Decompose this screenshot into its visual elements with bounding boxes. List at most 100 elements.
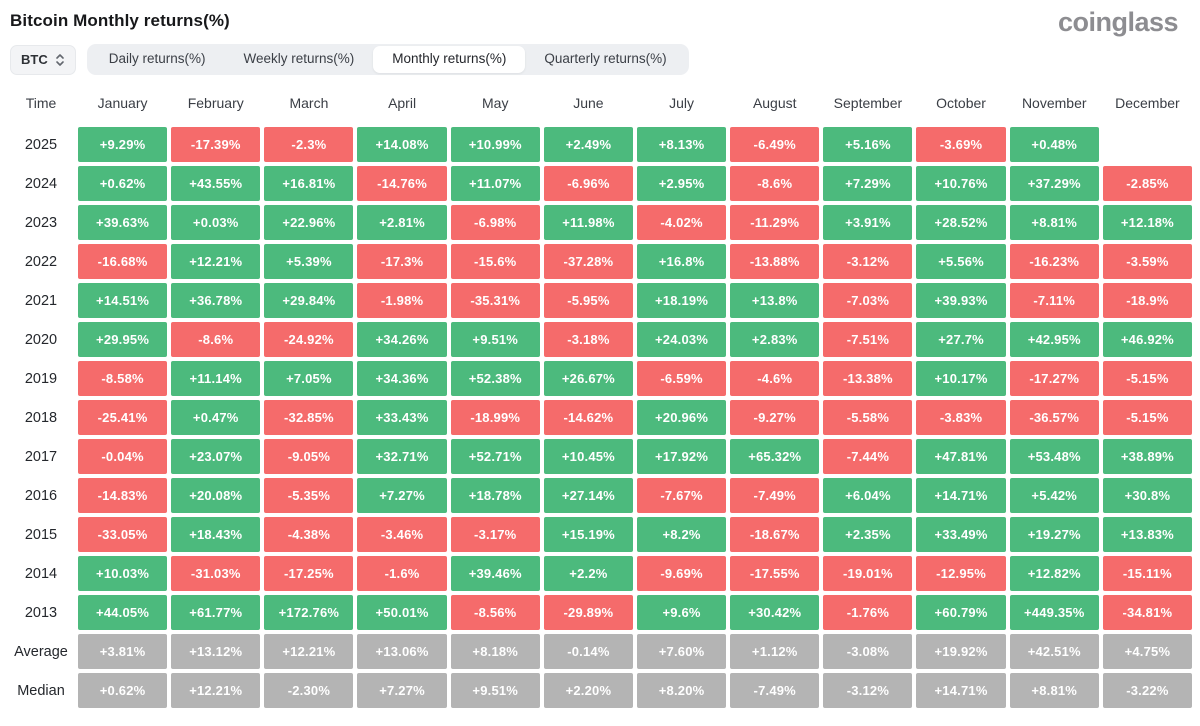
return-cell: +449.35%	[1009, 595, 1099, 630]
return-cell: -33.05%	[78, 517, 168, 552]
return-cell: -9.05%	[264, 439, 354, 474]
column-header-january: January	[97, 95, 148, 111]
return-cell: +46.92%	[1102, 322, 1192, 357]
return-cell: -16.23%	[1009, 244, 1099, 279]
return-cell: +3.91%	[823, 205, 913, 240]
return-cell: -37.28%	[543, 244, 633, 279]
return-cell: -3.22%	[1102, 673, 1192, 708]
return-cell: +30.42%	[730, 595, 820, 630]
return-cell: +22.96%	[264, 205, 354, 240]
return-cell: +60.79%	[916, 595, 1006, 630]
return-cell: +8.13%	[636, 127, 727, 162]
return-cell: +37.29%	[1009, 166, 1099, 201]
return-cell: +10.76%	[916, 166, 1006, 201]
return-cell: +16.8%	[636, 244, 727, 279]
return-cell: -14.76%	[357, 166, 447, 201]
return-cell: +50.01%	[357, 595, 447, 630]
return-cell: -1.6%	[357, 556, 447, 591]
column-header-september: September	[833, 95, 903, 111]
return-cell: -7.44%	[823, 439, 913, 474]
return-cell: -8.6%	[171, 322, 261, 357]
row-label-2020: 2020	[24, 331, 58, 348]
return-cell: +12.21%	[171, 244, 261, 279]
return-cell: +8.81%	[1009, 673, 1099, 708]
row-label-median: Median	[17, 682, 65, 699]
return-cell: -0.14%	[543, 634, 633, 669]
return-cell: +2.35%	[823, 517, 913, 552]
return-cell: +28.52%	[916, 205, 1006, 240]
return-cell: +7.05%	[264, 361, 354, 396]
return-cell: +19.92%	[916, 634, 1006, 669]
column-header-march: March	[289, 95, 329, 111]
return-cell: +5.39%	[264, 244, 354, 279]
return-cell: +33.49%	[916, 517, 1006, 552]
return-cell: +61.77%	[171, 595, 261, 630]
return-cell: +2.49%	[543, 127, 633, 162]
row-label-average: Average	[14, 643, 68, 660]
return-cell: -17.55%	[730, 556, 820, 591]
return-cell: -5.58%	[823, 400, 913, 435]
row-label-2021: 2021	[24, 292, 58, 309]
return-cell: -9.27%	[730, 400, 820, 435]
return-cell: +18.78%	[450, 478, 540, 513]
return-cell: +17.92%	[636, 439, 727, 474]
return-cell: +32.71%	[357, 439, 447, 474]
symbol-select-label: BTC	[21, 52, 48, 67]
return-cell: -8.56%	[450, 595, 540, 630]
return-cell: -13.38%	[823, 361, 913, 396]
return-cell: +38.89%	[1102, 439, 1192, 474]
symbol-select[interactable]: BTC	[10, 44, 76, 75]
returns-period-tabs: Daily returns(%) Weekly returns(%) Monthly…	[86, 44, 689, 75]
return-cell: +10.03%	[78, 556, 168, 591]
tab-monthly-returns[interactable]: Monthly returns(%)	[373, 46, 526, 73]
return-cell: -9.69%	[636, 556, 727, 591]
tab-quarterly-returns[interactable]: Quarterly returns(%)	[525, 46, 685, 72]
return-cell: +11.98%	[543, 205, 633, 240]
return-cell: +9.6%	[636, 595, 727, 630]
return-cell: +9.29%	[78, 127, 168, 162]
return-cell: -17.3%	[357, 244, 447, 279]
column-header-july: July	[669, 95, 695, 111]
return-cell: +12.82%	[1009, 556, 1099, 591]
return-cell: +2.95%	[636, 166, 727, 201]
return-cell: +2.83%	[730, 322, 820, 357]
return-cell: +42.51%	[1009, 634, 1099, 669]
return-cell: +13.06%	[357, 634, 447, 669]
return-cell: -17.39%	[171, 127, 261, 162]
return-cell: +29.84%	[264, 283, 354, 318]
return-cell: -7.49%	[730, 673, 820, 708]
return-cell: +26.67%	[543, 361, 633, 396]
return-cell: +27.14%	[543, 478, 633, 513]
return-cell: -14.83%	[78, 478, 168, 513]
return-cell: -4.02%	[636, 205, 727, 240]
return-cell: -25.41%	[78, 400, 168, 435]
return-cell: -17.27%	[1009, 361, 1099, 396]
return-cell: +8.81%	[1009, 205, 1099, 240]
return-cell: -3.83%	[916, 400, 1006, 435]
monthly-returns-table: Time January February March April May June July…	[8, 88, 1192, 708]
return-cell: +0.47%	[171, 400, 261, 435]
return-cell: +6.04%	[823, 478, 913, 513]
return-cell: -2.30%	[264, 673, 354, 708]
return-cell: -31.03%	[171, 556, 261, 591]
return-cell: -6.49%	[730, 127, 820, 162]
return-cell: -3.12%	[823, 244, 913, 279]
column-header-may: May	[482, 95, 509, 111]
return-cell: +14.08%	[357, 127, 447, 162]
return-cell: +14.51%	[78, 283, 168, 318]
row-label-2015: 2015	[24, 526, 58, 543]
tab-daily-returns[interactable]: Daily returns(%)	[90, 46, 225, 72]
return-cell: -3.17%	[450, 517, 540, 552]
return-cell: +11.07%	[450, 166, 540, 201]
return-cell: -7.03%	[823, 283, 913, 318]
return-cell: +12.18%	[1102, 205, 1192, 240]
return-cell: +12.21%	[171, 673, 261, 708]
row-label-2017: 2017	[24, 448, 58, 465]
return-cell: +34.26%	[357, 322, 447, 357]
tab-weekly-returns[interactable]: Weekly returns(%)	[225, 46, 374, 72]
return-cell: -18.99%	[450, 400, 540, 435]
return-cell: -3.69%	[916, 127, 1006, 162]
return-cell: +13.8%	[730, 283, 820, 318]
column-header-november: November	[1021, 95, 1087, 111]
return-cell: +9.51%	[450, 322, 540, 357]
